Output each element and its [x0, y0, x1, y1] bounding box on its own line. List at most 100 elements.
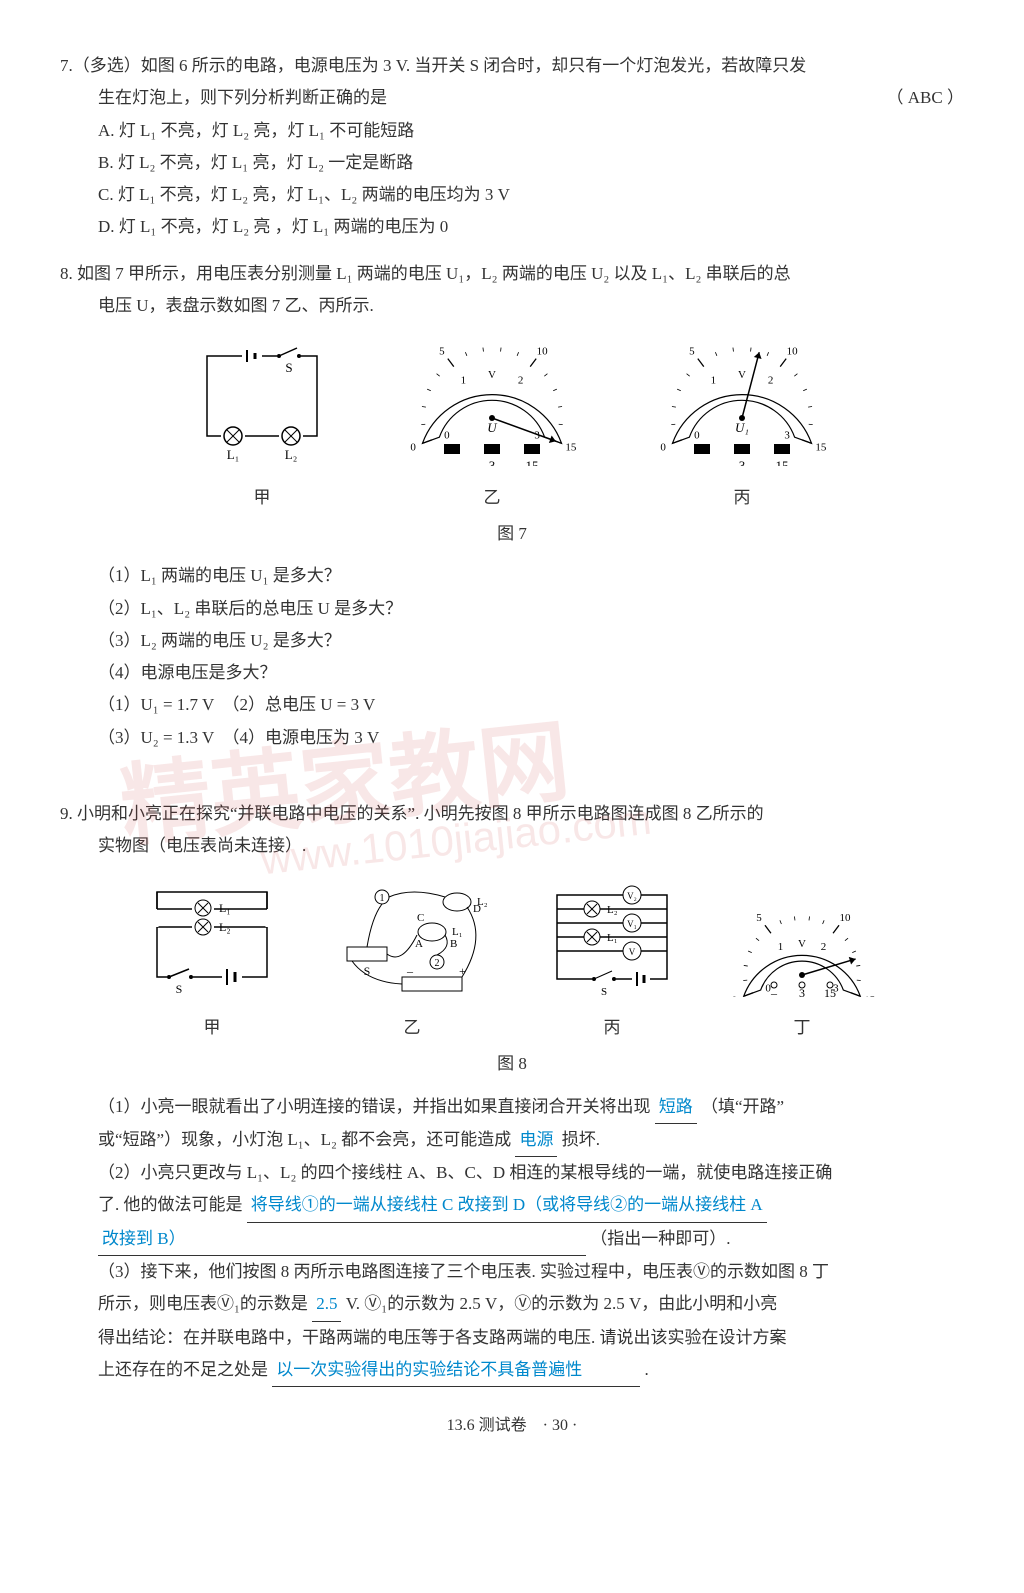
q7-stem-line1: 7.（多选）如图 6 所示的电路，电源电压为 3 V. 当开关 S 闭合时，却只… [60, 50, 964, 82]
svg-text:2: 2 [435, 958, 440, 969]
svg-text:0: 0 [444, 430, 450, 442]
svg-text:C: C [417, 912, 424, 924]
voltmeter-bing-svg: 0510150123VU₁–315 [647, 336, 837, 466]
q9-p1b: （填“开路” [701, 1097, 784, 1116]
svg-text:5: 5 [689, 346, 695, 358]
svg-text:15: 15 [526, 458, 539, 466]
svg-text:S: S [176, 982, 183, 996]
q9-stem-line1: 9. 小明和小亮正在探究“并联电路中电压的关系”. 小明先按图 8 甲所示电路图… [60, 798, 964, 830]
svg-text:–: – [406, 964, 414, 978]
svg-text:2: 2 [821, 941, 827, 953]
q9-p2-blank-l2: 改接到 B） [98, 1223, 586, 1256]
circuit-jia-svg: S L₁ L₂ [187, 336, 337, 466]
q9-p1-line2: 或“短路”）现象，小灯泡 L₁、L₂ 都不会亮，还可能造成 电源 损坏. [60, 1124, 964, 1157]
svg-text:2: 2 [518, 375, 524, 387]
svg-text:B: B [450, 938, 457, 950]
q8-answer-line2: （3）U₂ = 1.3 V （4）电源电压为 3 V [60, 722, 964, 754]
svg-text:–: – [698, 458, 706, 466]
q8-stem-line2: 电压 U，表盘示数如图 7 乙、丙所示. [60, 290, 964, 322]
svg-text:L₁: L₁ [452, 926, 463, 938]
q9-p3-line4: 上还存在的不足之处是 以一次实验得出的实验结论不具备普遍性 . [60, 1354, 964, 1387]
fig8-caption: 图 8 [60, 1048, 964, 1080]
svg-text:3: 3 [739, 458, 746, 466]
svg-text:S: S [601, 986, 607, 997]
q8-stem-line1: 8. 如图 7 甲所示，用电压表分别测量 L₁ 两端的电压 U₁，L₂ 两端的电… [60, 258, 964, 290]
fig8-yi: L₂ L₁ C D A B 1 2 S –+ [317, 877, 507, 1045]
fig8-yi-label: 乙 [317, 1012, 507, 1044]
fig8-yi-svg: L₂ L₁ C D A B 1 2 S –+ [317, 877, 507, 997]
q9-p3-blank2: 以一次实验得出的实验结论不具备普遍性 [272, 1354, 640, 1387]
svg-text:1: 1 [711, 375, 717, 387]
svg-text:3: 3 [489, 458, 496, 466]
q9-p3-blank1: 2.5 [312, 1288, 341, 1321]
fig7-bing-label: 丙 [647, 482, 837, 514]
voltmeter-yi-svg: 0510150123VU–315 [397, 336, 587, 466]
q7-stem-line2: 生在灯泡上，则下列分析判断正确的是 [98, 88, 387, 107]
q9-p1-blank1: 短路 [655, 1091, 697, 1124]
q9-stem-line2: 实物图（电压表尚未连接）. [60, 830, 964, 862]
q8-sub1: （1）L₁ 两端的电压 U₁ 是多大？ [60, 560, 964, 592]
fig7-jia: S L₁ L₂ 甲 [187, 336, 337, 514]
svg-text:U: U [487, 420, 498, 435]
svg-text:U₁: U₁ [735, 420, 749, 435]
svg-text:V₂: V₂ [627, 891, 637, 901]
fig8-jia-label: 甲 [137, 1012, 287, 1044]
fig8-jia: L₁ L₂ S 甲 [137, 877, 287, 1045]
q9-p2c: （指出一种即可）. [590, 1229, 730, 1248]
q9-p3f: . [645, 1360, 649, 1379]
svg-text:L₂: L₂ [219, 920, 231, 934]
q9-p3-line2: 所示，则电压表Ⓥ₁的示数是 2.5 V. Ⓥ₁的示数为 2.5 V，Ⓥ的示数为 … [60, 1288, 964, 1321]
figure-7-row: S L₁ L₂ 甲 0510150123VU–315 乙 0510150123V… [60, 336, 964, 514]
svg-text:1: 1 [778, 941, 784, 953]
q9-p1-line1: （1）小亮一眼就看出了小明连接的错误，并指出如果直接闭合开关将出现 短路 （填“… [60, 1091, 964, 1124]
svg-text:L₁: L₁ [227, 447, 239, 462]
q8-sub3: （3）L₂ 两端的电压 U₂ 是多大？ [60, 625, 964, 657]
q9-p2-line1: （2）小亮只更改与 L₁、L₂ 的四个接线柱 A、B、C、D 相连的某根导线的一… [60, 1157, 964, 1189]
svg-text:L₁: L₁ [607, 932, 618, 944]
q7-option-c: C. 灯 L₁ 不亮，灯 L₂ 亮，灯 L₁、L₂ 两端的电压均为 3 V [60, 179, 964, 211]
svg-text:1: 1 [461, 375, 467, 387]
q9-p3c: V. Ⓥ₁的示数为 2.5 V，Ⓥ的示数为 2.5 V，由此小明和小亮 [346, 1294, 778, 1313]
q7-stem-line2-row: 生在灯泡上，则下列分析判断正确的是 （ ABC ） [60, 82, 964, 114]
svg-text:5: 5 [756, 912, 762, 924]
q9-p2-line3: 改接到 B） （指出一种即可）. [60, 1223, 964, 1256]
svg-text:V: V [738, 369, 746, 381]
q9-p2-line2: 了. 他的做法可能是 将导线①的一端从接线柱 C 改接到 D（或将导线②的一端从… [60, 1189, 964, 1222]
svg-text:V₁: V₁ [627, 919, 637, 929]
q7-option-b: B. 灯 L₂ 不亮，灯 L₁ 亮，灯 L₂ 一定是断路 [60, 147, 964, 179]
svg-text:V: V [488, 369, 496, 381]
svg-text:1: 1 [380, 893, 385, 904]
fig8-ding-label: 丁 [717, 1012, 887, 1044]
svg-text:D: D [473, 903, 481, 915]
page-footer: 13.6 测试卷 · 30 · [60, 1411, 964, 1441]
q9-p1a: （1）小亮一眼就看出了小明连接的错误，并指出如果直接闭合开关将出现 [98, 1097, 651, 1116]
svg-text:L₁: L₁ [219, 901, 231, 915]
svg-text:3: 3 [784, 430, 790, 442]
voltmeter-ding-svg: 0510150123V–315 [717, 877, 887, 997]
question-8: 8. 如图 7 甲所示，用电压表分别测量 L₁ 两端的电压 U₁，L₂ 两端的电… [60, 258, 964, 754]
svg-text:0: 0 [410, 442, 416, 454]
q8-sub4: （4）电源电压是多大？ [60, 657, 964, 689]
svg-text:5: 5 [439, 346, 445, 358]
svg-text:V: V [798, 938, 806, 950]
q9-p2-blank: 将导线①的一端从接线柱 C 改接到 D（或将导线②的一端从接线柱 A [247, 1189, 767, 1222]
svg-text:0: 0 [660, 442, 666, 454]
q9-p1-blank2: 电源 [515, 1124, 557, 1157]
fig8-bing-svg: V₂ L₂ V₁ L₁ V S [537, 877, 687, 997]
q8-sub2: （2）L₁、L₂ 串联后的总电压 U 是多大？ [60, 593, 964, 625]
q9-p1d: 损坏. [562, 1130, 600, 1149]
svg-text:10: 10 [787, 346, 799, 358]
svg-text:0: 0 [694, 430, 700, 442]
fig7-caption: 图 7 [60, 518, 964, 550]
svg-text:15: 15 [776, 458, 789, 466]
svg-text:V: V [629, 947, 636, 957]
fig8-bing-label: 丙 [537, 1012, 687, 1044]
question-7: 7.（多选）如图 6 所示的电路，电源电压为 3 V. 当开关 S 闭合时，却只… [60, 50, 964, 244]
q7-option-a: A. 灯 L₁ 不亮，灯 L₂ 亮，灯 L₁ 不可能短路 [60, 115, 964, 147]
fig7-yi-label: 乙 [397, 482, 587, 514]
svg-text:15: 15 [864, 994, 876, 996]
fig8-bing: V₂ L₂ V₁ L₁ V S [537, 877, 687, 1045]
question-9: 9. 小明和小亮正在探究“并联电路中电压的关系”. 小明先按图 8 甲所示电路图… [60, 798, 964, 1387]
q9-p3-line3: 得出结论：在并联电路中，干路两端的电压等于各支路两端的电压. 请说出该实验在设计… [60, 1322, 964, 1354]
fig8-ding: 0510150123V–315 丁 [717, 877, 887, 1045]
